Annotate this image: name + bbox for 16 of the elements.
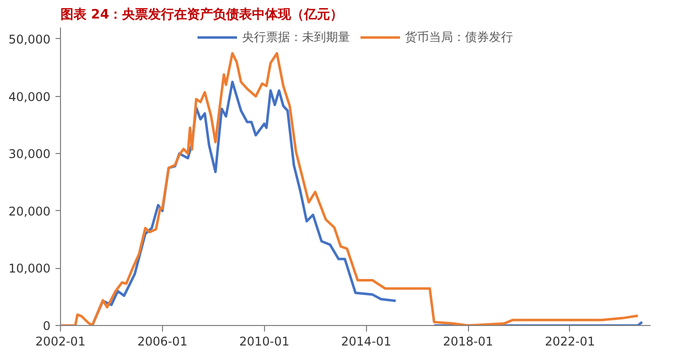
y-tick-label: 40,000: [8, 90, 51, 104]
x-tick-label: 2018-01: [442, 334, 494, 348]
x-tick-label: 2002-01: [35, 334, 86, 348]
y-tick-label: 10,000: [8, 262, 51, 276]
legend-label: 货币当局：债券发行: [405, 28, 513, 46]
chart-title: 图表 24：央票发行在资产负债表中体现（亿元）: [60, 6, 344, 22]
y-tick-label: 20,000: [8, 204, 51, 218]
x-tick-label: 2014-01: [341, 334, 392, 348]
y-tick-label: 0: [42, 319, 51, 333]
x-tick-label: 2010-01: [239, 334, 290, 348]
y-tick-label: 30,000: [8, 147, 51, 162]
y-tick-label: 50,000: [8, 32, 51, 46]
x-tick-label: 2022-01: [544, 334, 596, 348]
x-tick-label: 2006-01: [137, 334, 188, 348]
legend-label: 央行票据：未到期量: [242, 28, 350, 46]
line-series: [60, 52, 640, 326]
